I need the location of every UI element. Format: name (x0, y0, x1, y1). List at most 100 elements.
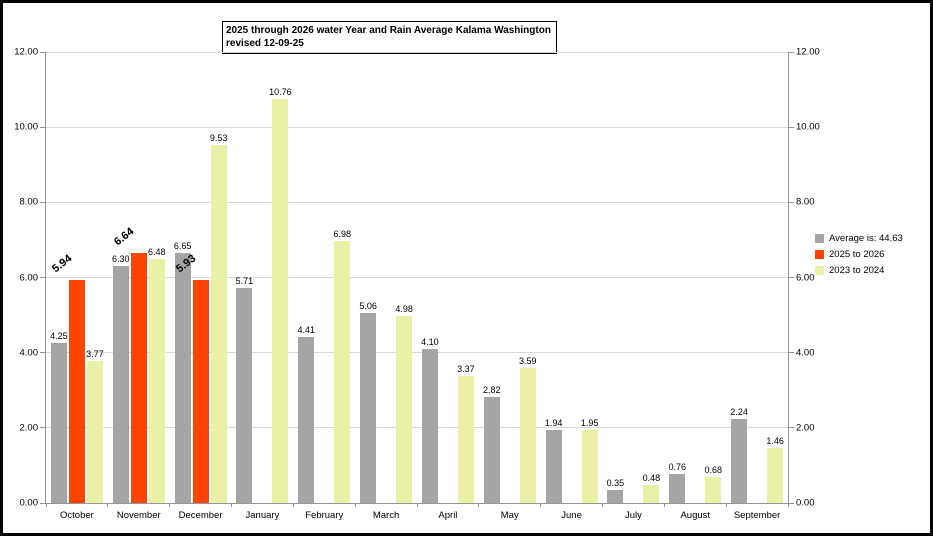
y-axis-label-right: 2.00 (796, 422, 815, 434)
y-axis-label-right: 12.00 (796, 46, 820, 58)
y-axis-tick-left (40, 51, 45, 53)
chart-title: 2025 through 2026 water Year and Rain Av… (222, 21, 557, 54)
bar-value-label: 4.25 (50, 331, 68, 342)
y-axis-tick-left (40, 427, 45, 429)
bar-2023-to-2024 (519, 368, 536, 503)
y-axis-label-left: 6.00 (19, 272, 39, 283)
bar-value-label: 0.35 (606, 477, 625, 488)
gridline (46, 201, 788, 203)
x-axis-label: July (624, 510, 642, 521)
y-axis-tick-right (789, 126, 794, 128)
x-axis-label: February (305, 510, 344, 521)
y-axis-label-left: 8.00 (19, 196, 39, 208)
bar-value-label: 2.82 (482, 385, 501, 395)
x-axis-tick (663, 503, 665, 507)
x-axis-tick (725, 503, 727, 507)
x-axis-tick (45, 503, 47, 507)
y-axis-tick-right (789, 502, 794, 504)
x-axis-tick (416, 503, 418, 507)
y-axis-label-left: 0.00 (19, 497, 39, 509)
x-axis-label: June (561, 510, 582, 521)
gridline (46, 427, 788, 429)
bar-average (174, 253, 191, 503)
bar-average (360, 312, 377, 503)
y-axis-tick-right (789, 51, 794, 53)
x-axis-tick (602, 503, 603, 507)
bar-average (421, 348, 438, 503)
bar-2025-to-2026 (130, 253, 147, 503)
bar-value-label: 6.98 (333, 228, 352, 239)
bar-value-label: 6.65 (173, 241, 192, 252)
legend-item-2023-to-2024: 2023 to 2024 (815, 265, 903, 276)
legend-item-2025-to-2026: 2025 to 2026 (815, 249, 903, 260)
legend-swatch-icon (815, 250, 824, 259)
bar-value-label: 4.10 (421, 336, 439, 347)
bar-2023-to-2024 (334, 240, 351, 503)
legend-swatch-icon (815, 234, 824, 243)
bar-value-label: 3.77 (86, 349, 104, 360)
chart-title-line2: revised 12-09-25 (226, 38, 304, 49)
gridline (46, 51, 788, 53)
bar-2023-to-2024 (457, 376, 474, 503)
bar-value-label: 5.06 (359, 300, 377, 311)
x-axis-label: September (733, 510, 781, 521)
bar-value-label: 6.64 (111, 226, 137, 249)
x-axis-tick (354, 503, 356, 507)
gridline (46, 352, 788, 354)
y-axis-label-right: 0.00 (796, 497, 815, 509)
y-axis-tick-right (789, 427, 794, 429)
y-axis-tick-left (40, 201, 45, 203)
bar-value-label: 5.94 (49, 252, 75, 275)
x-axis-tick (787, 503, 789, 507)
chart-title-line1: 2025 through 2026 water Year and Rain Av… (226, 25, 551, 36)
bar-average (236, 288, 253, 503)
x-axis-label: March (372, 510, 400, 521)
x-axis-label: May (500, 510, 519, 521)
bar-value-label: 0.48 (642, 472, 661, 483)
bar-average (545, 430, 562, 503)
bar-value-label: 0.76 (668, 462, 687, 473)
y-axis-label-right: 6.00 (796, 272, 815, 283)
y-axis-tick-left (40, 352, 45, 354)
bar-2025-to-2026 (192, 280, 209, 503)
y-axis-tick-left (40, 126, 45, 128)
y-axis-tick-right (789, 277, 794, 278)
y-axis-tick-right (789, 352, 794, 354)
bar-value-label: 6.48 (147, 247, 166, 258)
bar-2023-to-2024 (272, 98, 289, 503)
x-axis-label: December (178, 510, 223, 521)
legend: Average is: 44.63 2025 to 2026 2023 to 202… (815, 233, 903, 276)
bar-value-label: 1.94 (544, 418, 563, 429)
bar-2023-to-2024 (396, 315, 413, 503)
legend-item-average: Average is: 44.63 (815, 233, 903, 244)
y-axis-label-left: 4.00 (19, 347, 39, 359)
x-axis-tick (107, 503, 109, 507)
bar-average (298, 337, 315, 503)
bar-value-label: 3.37 (457, 364, 475, 375)
y-axis-tick-left (40, 502, 45, 504)
bar-2023-to-2024 (705, 477, 722, 503)
plot-area: 0.00 0.00 2.00 2.00 4.00 4.00 6.00 6.00 8.00 8.00… (14, 47, 820, 522)
y-axis-label-right: 4.00 (796, 347, 815, 359)
y-axis-label-right: 8.00 (796, 196, 815, 208)
x-axis-tick (478, 503, 480, 507)
bar-2023-to-2024 (86, 361, 103, 503)
legend-label: 2025 to 2026 (829, 249, 885, 260)
x-axis-label: October (60, 510, 94, 521)
bar-value-label: 4.41 (297, 325, 316, 336)
bar-2023-to-2024 (581, 429, 598, 503)
x-axis-tick (292, 503, 294, 507)
bar-value-label: 5.71 (235, 276, 254, 287)
x-axis-tick (231, 503, 232, 507)
y-axis-label-right: 10.00 (796, 121, 820, 133)
bar-average (669, 474, 686, 503)
bar-average (607, 489, 624, 503)
bar-value-label: 10.76 (269, 86, 292, 97)
y-axis-label-left: 10.00 (14, 121, 38, 133)
bar-value-label: 0.68 (704, 465, 723, 476)
bar-value-label: 3.59 (518, 356, 537, 367)
gridline (46, 277, 788, 278)
x-axis-label: August (680, 510, 711, 521)
x-axis-tick (540, 503, 542, 507)
x-axis-label: January (245, 510, 280, 521)
